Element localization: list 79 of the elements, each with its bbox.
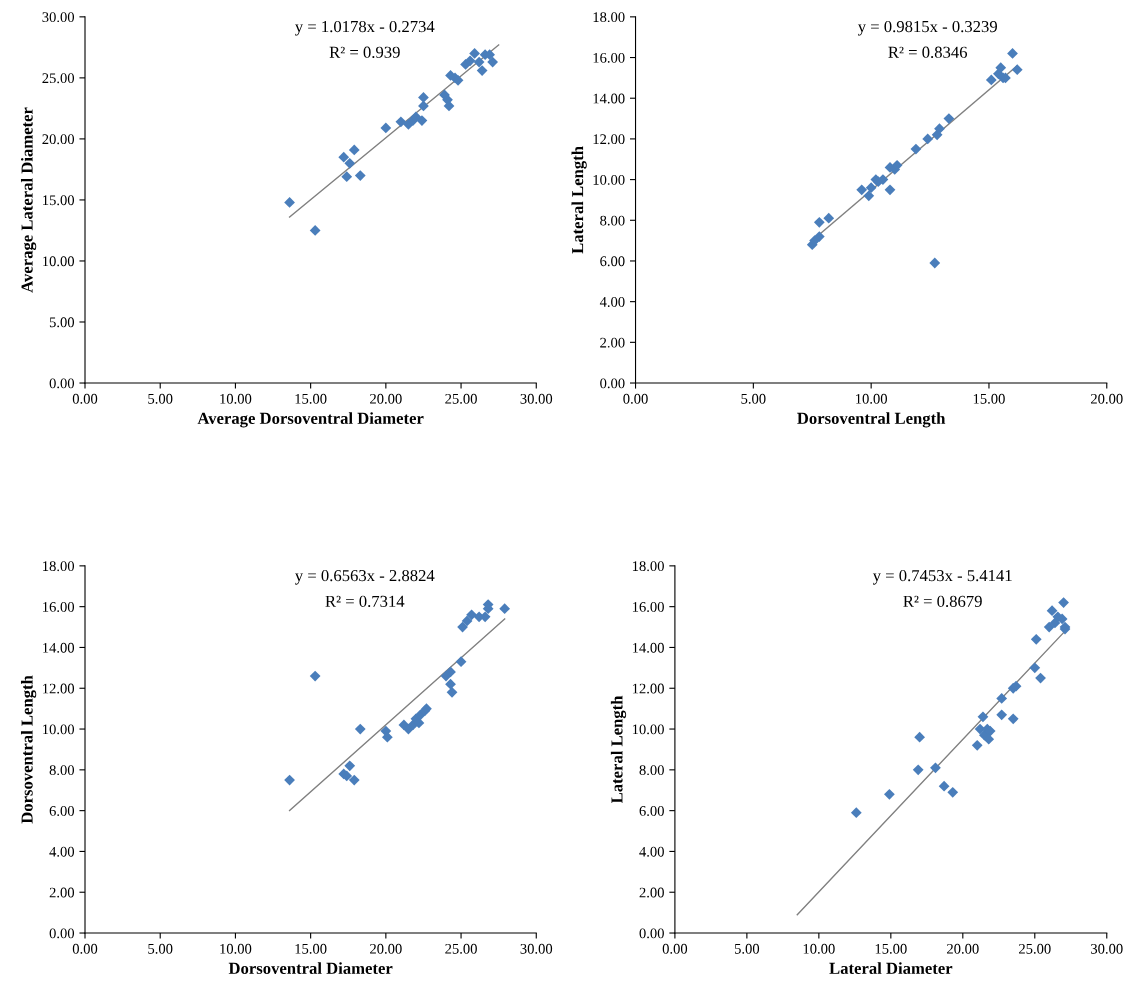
y-tick-label: 6.00: [49, 806, 75, 816]
y-tick-label: 8.00: [49, 765, 75, 776]
x-tick-label: 20.00: [370, 393, 402, 404]
x-tick-label: 25.00: [445, 943, 477, 954]
y-tick-label: 5.00: [49, 317, 75, 328]
x-tick-label: 20.00: [947, 943, 979, 954]
y-tick-label: 12.00: [43, 683, 75, 694]
y-tick-label: 18.00: [593, 12, 625, 23]
y-tick-label: 8.00: [600, 215, 625, 226]
y-tick-label: 18.00: [43, 561, 75, 572]
annotation: y = 0.7453x - 5.4141: [872, 569, 1012, 585]
x-tick-label: 30.00: [1091, 943, 1123, 954]
y-tick-label: 10.00: [43, 724, 75, 735]
x-tick-label: 10.00: [803, 943, 835, 954]
y-tick-label: 20.00: [42, 134, 75, 145]
annotation: R² = 0.8346: [888, 46, 968, 58]
x-axis-title: Average Dorsoventral Diameter: [197, 412, 424, 428]
y-tick-label: 2.00: [600, 337, 625, 348]
x-tick-label: 20.00: [1091, 393, 1123, 404]
x-tick-label: 20.00: [370, 943, 402, 954]
annotation: y = 0.6563x - 2.8824: [295, 569, 435, 585]
annotation: R² = 0.8679: [903, 595, 982, 608]
y-tick-label: 0.00: [49, 928, 75, 939]
y-tick-label: 10.00: [43, 256, 75, 267]
y-tick-label: 10.00: [632, 724, 664, 735]
y-axis-title: Lateral Length: [610, 695, 627, 804]
x-tick-label: 10.00: [856, 393, 887, 404]
x-tick-label: 0.00: [623, 393, 648, 404]
x-tick-label: 5.00: [734, 943, 760, 954]
y-tick-label: 10.00: [593, 174, 625, 185]
y-axis-title: Dorsoventral Length: [20, 675, 37, 824]
y-tick-label: 16.00: [632, 602, 664, 612]
x-tick-label: 15.00: [295, 393, 327, 404]
x-tick-label: 10.00: [220, 393, 252, 404]
x-axis-title: Dorsoventral Diameter: [228, 962, 393, 974]
y-tick-label: 12.00: [593, 134, 625, 145]
y-tick-label: 2.00: [639, 887, 664, 898]
annotation: R² = 0.939: [329, 46, 400, 58]
y-tick-label: 0.00: [600, 378, 625, 389]
x-tick-label: 15.00: [875, 943, 907, 954]
y-tick-label: 25.00: [42, 73, 75, 84]
y-tick-label: 15.00: [43, 195, 75, 206]
annotation: y = 1.0178x - 0.2734: [295, 20, 435, 36]
x-tick-label: 5.00: [741, 393, 766, 404]
x-tick-label: 25.00: [445, 393, 477, 404]
y-tick-label: 2.00: [49, 887, 75, 898]
y-tick-label: 16.00: [43, 602, 75, 612]
y-tick-label: 6.00: [600, 256, 625, 267]
x-tick-label: 5.00: [148, 943, 173, 954]
annotation: R² = 0.7314: [325, 595, 405, 608]
x-tick-label: 15.00: [295, 943, 327, 954]
annotation: y = 0.9815x - 0.3239: [857, 20, 997, 36]
y-tick-label: 0.00: [49, 378, 75, 389]
y-tick-label: 14.00: [43, 642, 75, 653]
y-tick-label: 14.00: [632, 642, 664, 653]
y-tick-label: 30.00: [42, 12, 75, 23]
x-tick-label: 10.00: [220, 943, 252, 954]
x-tick-label: 30.00: [520, 943, 553, 954]
x-tick-label: 5.00: [148, 393, 173, 404]
y-tick-label: 0.00: [639, 928, 664, 939]
x-axis-title: Lateral Diameter: [829, 962, 953, 974]
x-tick-label: 30.00: [520, 393, 553, 404]
x-tick-label: 0.00: [72, 943, 98, 954]
x-tick-label: 25.00: [1019, 943, 1051, 954]
x-tick-label: 15.00: [973, 393, 1005, 404]
y-tick-label: 4.00: [639, 846, 664, 857]
y-tick-label: 4.00: [599, 297, 625, 307]
y-tick-label: 8.00: [639, 765, 664, 776]
x-tick-label: 0.00: [72, 393, 98, 404]
x-tick-label: 0.00: [662, 943, 688, 954]
y-tick-label: 12.00: [632, 683, 664, 694]
y-axis-title: Average Lateral Diameter: [20, 107, 37, 293]
y-tick-label: 6.00: [639, 806, 664, 816]
y-axis-title: Lateral Length: [571, 146, 587, 254]
y-tick-label: 16.00: [593, 52, 625, 63]
y-tick-label: 14.00: [593, 93, 625, 104]
y-tick-label: 18.00: [632, 561, 664, 572]
y-tick-label: 4.00: [49, 846, 75, 857]
x-axis-title: Dorsoventral Length: [797, 412, 946, 428]
